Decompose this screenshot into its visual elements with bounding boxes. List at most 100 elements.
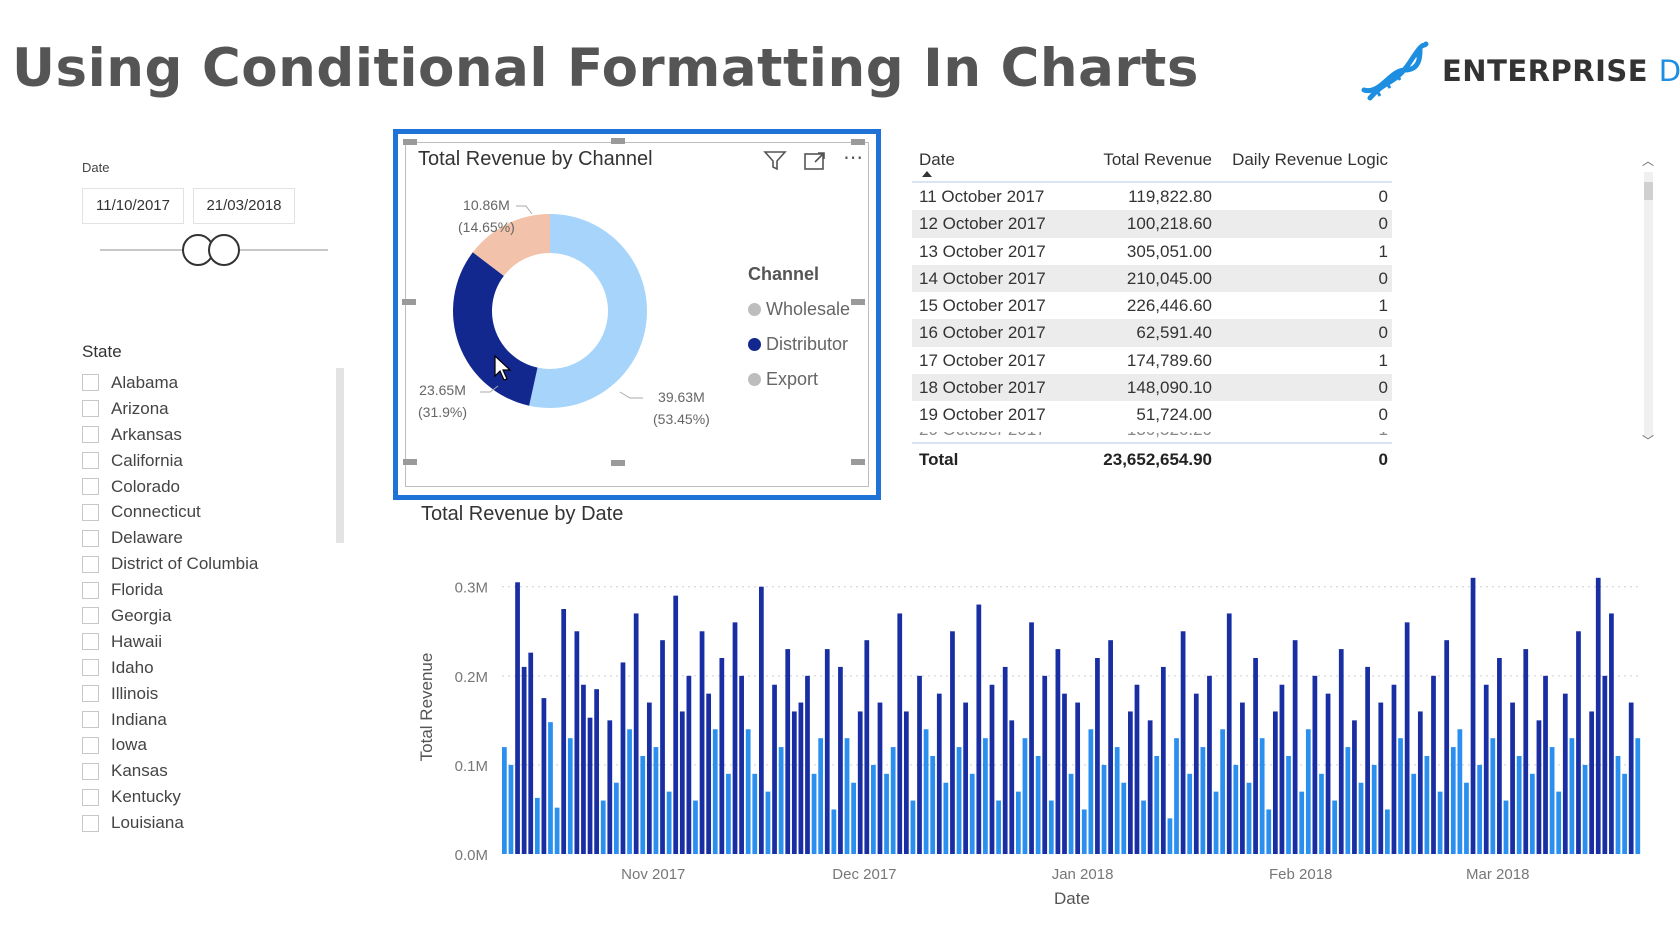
- resize-handle[interactable]: [851, 299, 865, 305]
- revenue-bar[interactable]: [1411, 773, 1417, 854]
- revenue-bar[interactable]: [805, 675, 810, 854]
- revenue-bar[interactable]: [1141, 800, 1146, 854]
- state-option[interactable]: Arkansas: [82, 422, 258, 448]
- revenue-bar[interactable]: [1602, 675, 1608, 854]
- state-option[interactable]: Illinois: [82, 681, 258, 707]
- revenue-bar[interactable]: [857, 711, 863, 854]
- revenue-bar[interactable]: [1358, 782, 1364, 854]
- revenue-bar[interactable]: [1292, 640, 1298, 854]
- state-checkbox[interactable]: [82, 478, 99, 495]
- state-checkbox[interactable]: [82, 762, 99, 780]
- revenue-bar[interactable]: [561, 609, 567, 854]
- revenue-bar[interactable]: [897, 613, 903, 854]
- resize-handle[interactable]: [851, 139, 865, 145]
- revenue-bar[interactable]: [1147, 720, 1153, 854]
- revenue-bar[interactable]: [534, 797, 540, 854]
- revenue-bar[interactable]: [871, 764, 876, 854]
- revenue-bar[interactable]: [983, 738, 988, 854]
- revenue-bar[interactable]: [1305, 729, 1311, 854]
- state-checkbox[interactable]: [82, 452, 99, 470]
- revenue-bar[interactable]: [600, 800, 606, 854]
- revenue-bar[interactable]: [686, 675, 692, 854]
- state-option[interactable]: Georgia: [82, 603, 258, 629]
- revenue-bar[interactable]: [528, 652, 534, 854]
- revenue-bar[interactable]: [1226, 613, 1232, 854]
- revenue-bar[interactable]: [1233, 764, 1239, 854]
- revenue-bar[interactable]: [910, 800, 916, 854]
- revenue-bar[interactable]: [1589, 711, 1595, 854]
- state-option[interactable]: District of Columbia: [82, 551, 258, 577]
- state-option[interactable]: Delaware: [82, 525, 258, 551]
- revenue-bar[interactable]: [844, 738, 850, 854]
- revenue-bar[interactable]: [1516, 756, 1522, 854]
- state-list-scrollbar[interactable]: [336, 368, 344, 543]
- state-checkbox[interactable]: [82, 659, 99, 677]
- revenue-bar[interactable]: [508, 764, 514, 854]
- revenue-bar[interactable]: [1068, 773, 1074, 854]
- column-header-daily-revenue-logic[interactable]: Daily Revenue Logic: [1232, 150, 1388, 169]
- state-checkbox[interactable]: [82, 503, 99, 521]
- revenue-bar[interactable]: [772, 684, 777, 854]
- revenue-bar[interactable]: [1378, 702, 1384, 854]
- revenue-bar[interactable]: [719, 658, 725, 854]
- revenue-bar[interactable]: [1424, 756, 1430, 854]
- revenue-bar[interactable]: [1470, 577, 1476, 854]
- revenue-bar[interactable]: [1549, 747, 1555, 854]
- revenue-bar[interactable]: [890, 747, 896, 854]
- state-checkbox[interactable]: [82, 374, 99, 392]
- revenue-bar[interactable]: [798, 702, 804, 854]
- scroll-down-icon[interactable]: ﹀: [1641, 434, 1654, 448]
- resize-handle[interactable]: [611, 138, 625, 144]
- revenue-bar[interactable]: [1108, 640, 1113, 854]
- column-header-date[interactable]: Date: [919, 150, 955, 169]
- revenue-bar[interactable]: [502, 747, 507, 854]
- revenue-bar[interactable]: [1457, 729, 1463, 854]
- end-date-field[interactable]: 21/03/2018: [193, 188, 295, 224]
- revenue-bar[interactable]: [1187, 773, 1193, 854]
- legend-item-export[interactable]: Export: [748, 369, 850, 390]
- table-row[interactable]: 14 October 2017 210,045.00 0: [912, 264, 1392, 293]
- revenue-bar[interactable]: [1490, 738, 1496, 854]
- revenue-bar[interactable]: [1279, 684, 1285, 854]
- revenue-bar[interactable]: [1536, 720, 1542, 854]
- legend-item-distributor[interactable]: Distributor: [748, 334, 850, 355]
- revenue-bar[interactable]: [969, 773, 975, 854]
- revenue-bar[interactable]: [1431, 675, 1436, 854]
- revenue-bar[interactable]: [1385, 809, 1390, 854]
- revenue-bar[interactable]: [838, 666, 843, 854]
- revenue-bar[interactable]: [1062, 693, 1067, 854]
- table-scrollbar[interactable]: ︿ ﹀: [1640, 148, 1656, 460]
- revenue-bar[interactable]: [989, 684, 995, 854]
- revenue-bar[interactable]: [554, 807, 560, 854]
- state-checkbox[interactable]: [82, 426, 99, 444]
- revenue-bar[interactable]: [1035, 756, 1041, 854]
- revenue-bar[interactable]: [541, 698, 547, 854]
- revenue-bar[interactable]: [567, 738, 573, 854]
- revenue-bar[interactable]: [660, 640, 665, 854]
- revenue-bar[interactable]: [627, 729, 632, 854]
- revenue-bar[interactable]: [587, 717, 593, 854]
- revenue-bar[interactable]: [824, 649, 830, 854]
- state-checkbox[interactable]: [82, 555, 99, 573]
- revenue-bar[interactable]: [1450, 747, 1456, 854]
- revenue-bar[interactable]: [864, 640, 870, 854]
- revenue-bar[interactable]: [1497, 658, 1502, 854]
- revenue-bar[interactable]: [1503, 800, 1509, 854]
- revenue-bar[interactable]: [1615, 756, 1621, 854]
- revenue-bar[interactable]: [1345, 747, 1351, 854]
- revenue-bar[interactable]: [1240, 702, 1245, 854]
- revenue-bar[interactable]: [1628, 702, 1634, 854]
- revenue-bar[interactable]: [1595, 577, 1601, 854]
- state-checkbox[interactable]: [82, 685, 99, 703]
- revenue-bar[interactable]: [1365, 666, 1370, 854]
- revenue-bar[interactable]: [851, 782, 856, 854]
- revenue-bar[interactable]: [1371, 764, 1377, 854]
- revenue-bar[interactable]: [917, 675, 922, 854]
- revenue-bar[interactable]: [1029, 622, 1034, 854]
- revenue-bar[interactable]: [640, 756, 646, 854]
- revenue-bar[interactable]: [699, 631, 705, 854]
- revenue-bar[interactable]: [614, 782, 619, 854]
- revenue-bar[interactable]: [1444, 640, 1450, 854]
- revenue-bar[interactable]: [1437, 791, 1443, 854]
- resize-handle[interactable]: [851, 459, 865, 465]
